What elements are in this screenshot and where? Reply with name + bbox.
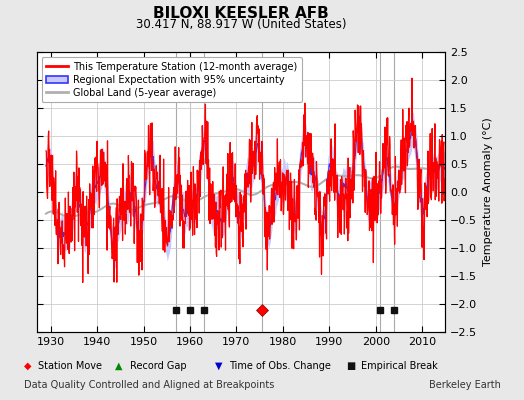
Text: Station Move: Station Move <box>38 361 102 371</box>
Text: 30.417 N, 88.917 W (United States): 30.417 N, 88.917 W (United States) <box>136 18 346 31</box>
Text: Empirical Break: Empirical Break <box>361 361 437 371</box>
Text: ▲: ▲ <box>115 361 123 371</box>
Text: Record Gap: Record Gap <box>130 361 187 371</box>
Text: Data Quality Controlled and Aligned at Breakpoints: Data Quality Controlled and Aligned at B… <box>24 380 274 390</box>
Text: Berkeley Earth: Berkeley Earth <box>429 380 500 390</box>
Text: Time of Obs. Change: Time of Obs. Change <box>230 361 331 371</box>
Text: ■: ■ <box>346 361 355 371</box>
Y-axis label: Temperature Anomaly (°C): Temperature Anomaly (°C) <box>483 118 493 266</box>
Text: BILOXI KEESLER AFB: BILOXI KEESLER AFB <box>153 6 329 21</box>
Legend: This Temperature Station (12-month average), Regional Expectation with 95% uncer: This Temperature Station (12-month avera… <box>41 57 302 102</box>
Text: ▼: ▼ <box>215 361 222 371</box>
Text: ◆: ◆ <box>24 361 31 371</box>
